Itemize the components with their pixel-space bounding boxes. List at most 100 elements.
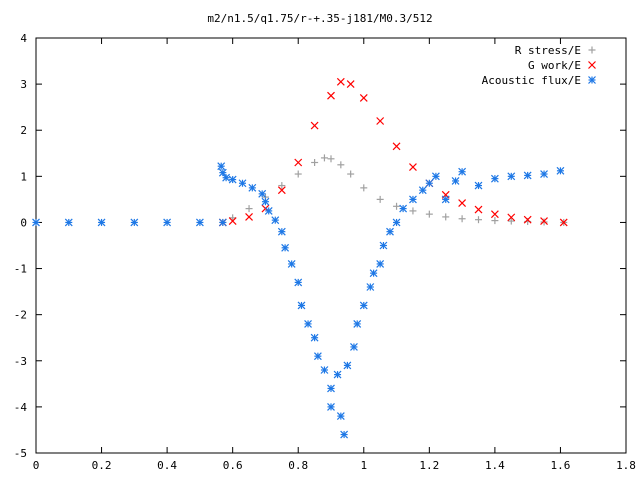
data-point [347, 170, 355, 178]
data-point [97, 218, 106, 227]
x-tick-label: 0 [33, 459, 40, 472]
data-point [222, 173, 231, 182]
data-point [327, 155, 335, 163]
data-point [399, 204, 408, 213]
y-tick-label: 3 [20, 78, 27, 91]
x-tick-label: 1.4 [485, 459, 505, 472]
data-point [523, 171, 532, 180]
data-point [491, 217, 499, 225]
legend-marker [588, 61, 596, 69]
data-point [343, 361, 352, 370]
data-point [218, 218, 227, 227]
data-point [475, 216, 482, 224]
y-tick-label: 1 [20, 170, 27, 183]
data-point [248, 183, 257, 192]
data-point [523, 215, 532, 224]
data-point [540, 217, 548, 225]
data-point [507, 217, 515, 225]
data-point [559, 218, 568, 227]
data-point [271, 216, 280, 225]
data-point [386, 227, 394, 236]
data-point [277, 227, 286, 236]
x-tick-label: 0.6 [223, 459, 243, 472]
data-point [409, 207, 417, 215]
data-point [418, 186, 427, 195]
data-point [64, 218, 73, 227]
data-point [540, 218, 548, 226]
data-point [277, 186, 286, 195]
data-point [507, 213, 516, 222]
data-point [320, 366, 329, 374]
data-point [369, 269, 378, 278]
data-point [353, 319, 362, 328]
data-point [346, 80, 355, 89]
data-point [336, 412, 345, 421]
data-point [333, 370, 342, 379]
data-point [245, 205, 253, 213]
data-point [294, 278, 303, 287]
y-tick-label: -5 [14, 447, 27, 460]
data-point [313, 352, 322, 361]
legend-label: Acoustic flux/E [482, 74, 581, 87]
data-point [278, 182, 286, 190]
y-tick-labels: -5 -4 -3 -2 -1 0 1 2 3 4 [14, 32, 28, 460]
data-point [556, 166, 565, 175]
data-point [359, 94, 368, 102]
x-tick-label: 0.4 [157, 459, 177, 472]
data-point [238, 179, 247, 188]
data-point [327, 402, 335, 411]
data-point [304, 319, 312, 328]
data-point [409, 163, 417, 172]
data-point [130, 218, 139, 227]
data-point [451, 177, 460, 185]
data-point [320, 154, 328, 162]
data-point [228, 217, 237, 225]
data-point [327, 91, 335, 100]
data-point [297, 301, 306, 310]
data-point [458, 215, 466, 223]
data-point [425, 210, 433, 218]
x-tick-label: 0.8 [288, 459, 308, 472]
y-tick-label: 0 [20, 216, 27, 229]
series-1 [218, 77, 568, 227]
data-point [376, 195, 384, 203]
legend: R stress/E G work/E Acoustic flux/E [482, 44, 596, 87]
data-point [281, 243, 290, 252]
x-tick-label: 1.6 [551, 459, 571, 472]
data-point [264, 206, 273, 215]
data-point [195, 218, 204, 227]
data-point [217, 162, 226, 171]
data-point [379, 241, 388, 250]
y-tick-label: -2 [14, 309, 27, 322]
data-point [310, 333, 319, 342]
data-point [540, 170, 548, 178]
data-point [228, 175, 237, 184]
data-point [359, 301, 368, 310]
series-marks [32, 77, 568, 439]
data-point [258, 189, 267, 198]
data-point [163, 218, 172, 227]
plot-frame [35, 37, 627, 454]
data-point [431, 172, 440, 181]
data-point [340, 430, 349, 439]
data-point [336, 77, 345, 86]
x-tick-label: 1.8 [616, 459, 636, 472]
legend-label: R stress/E [515, 44, 581, 57]
series-2 [32, 162, 565, 439]
data-point [441, 195, 450, 204]
x-tick-label: 1 [360, 459, 367, 472]
data-point [392, 142, 401, 151]
x-tick-labels: 0 0.2 0.4 0.6 0.8 1 1.2 1.4 1.6 1.8 [33, 459, 636, 472]
data-point [376, 117, 385, 125]
data-point [507, 172, 516, 181]
data-point [474, 205, 483, 214]
data-point [245, 212, 253, 221]
data-point [32, 218, 40, 227]
y-tick-label: -3 [14, 355, 27, 368]
data-point [442, 213, 450, 221]
data-point [490, 210, 499, 219]
data-point [287, 260, 296, 268]
data-point [458, 167, 467, 176]
legend-marker [588, 46, 596, 54]
